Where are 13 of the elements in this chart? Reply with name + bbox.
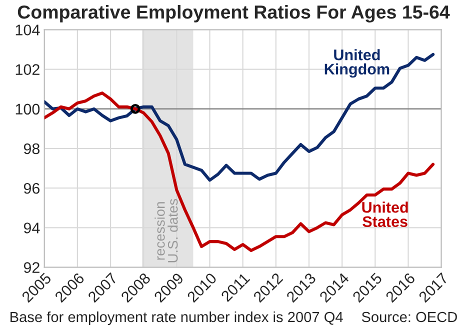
y-tick-label: 102 xyxy=(16,64,40,75)
source-note: Source: OECD xyxy=(362,312,457,322)
y-tick-label: 98 xyxy=(24,143,40,154)
y-tick-label: 96 xyxy=(24,182,40,194)
y-tick-label: 94 xyxy=(24,222,40,234)
text: Base for employment rate number index is 2007 Q4 xyxy=(10,311,343,326)
y-tick-label: 92 xyxy=(24,262,40,273)
series-label: United Kingdom xyxy=(324,49,390,78)
chart-title: Comparative Employment Ratios For Ages 15-64 xyxy=(18,4,450,23)
y-tick-label: 104 xyxy=(16,24,40,36)
series-label: United States xyxy=(362,202,408,228)
y-tick-label: 100 xyxy=(16,104,40,115)
band-label: recession U.S. dates xyxy=(154,198,178,262)
